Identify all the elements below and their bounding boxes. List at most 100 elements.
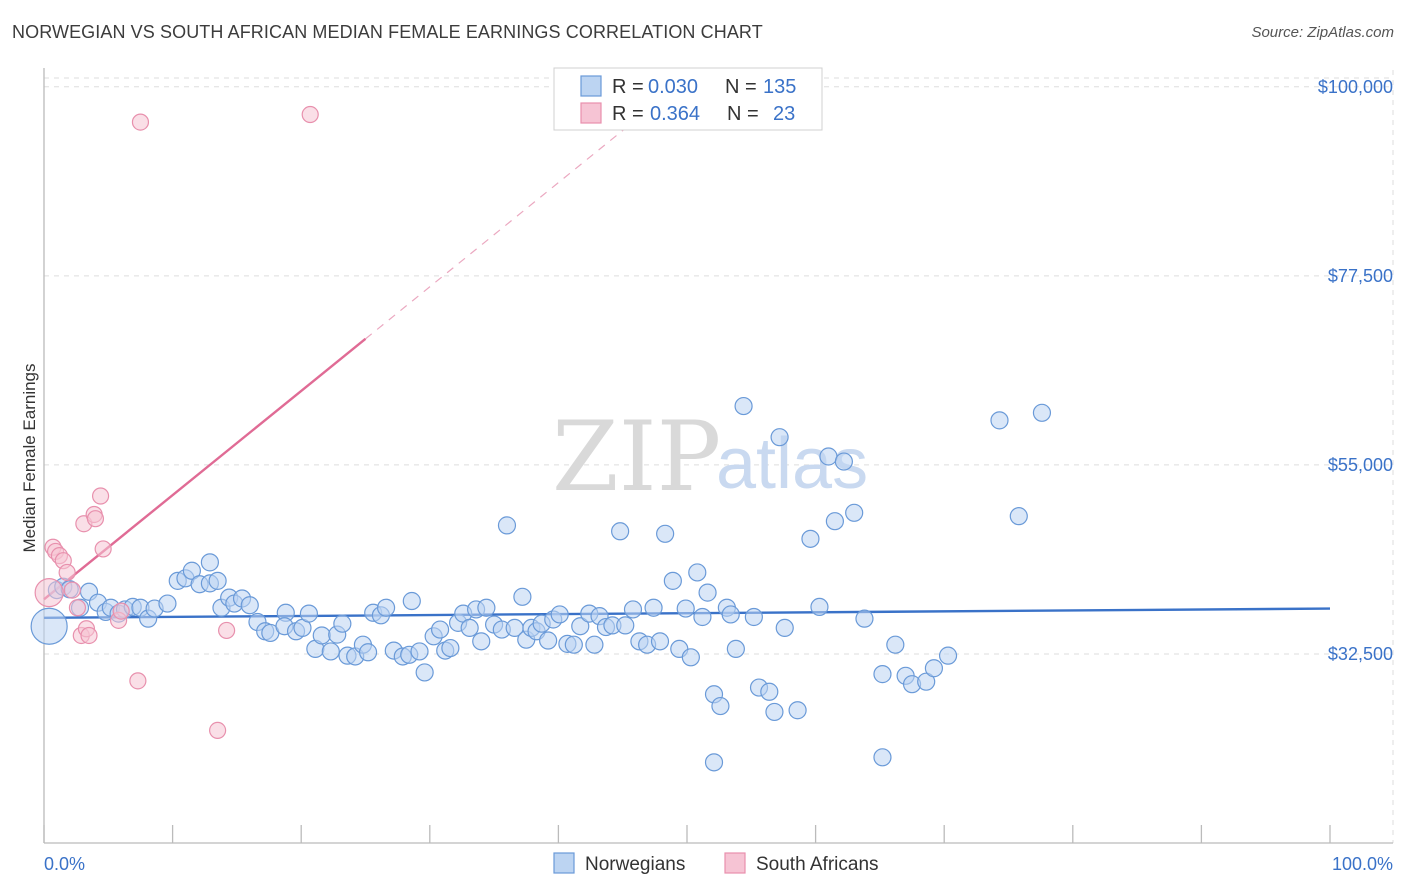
point-south-africans xyxy=(218,621,236,640)
legend-south-africans-r-label: R = xyxy=(612,103,644,125)
point-norwegians xyxy=(775,618,794,638)
point-norwegians xyxy=(698,583,717,602)
y-tick-label: $55,000 xyxy=(1328,455,1393,475)
point-norwegians xyxy=(855,609,874,628)
point-norwegians xyxy=(539,631,558,650)
point-norwegians xyxy=(681,648,700,667)
point-norwegians xyxy=(358,643,378,662)
point-south-africans xyxy=(86,510,105,528)
point-norwegians xyxy=(825,512,844,531)
point-norwegians xyxy=(726,639,745,659)
point-south-africans xyxy=(68,599,87,617)
point-norwegians xyxy=(770,428,789,447)
point-norwegians xyxy=(477,598,496,617)
point-norwegians xyxy=(158,594,177,613)
legend-norwegians-r-label: R = xyxy=(612,76,644,98)
y-axis-title: Median Female Earnings xyxy=(20,364,39,553)
trend-lines xyxy=(43,77,1331,620)
point-norwegians xyxy=(990,411,1009,430)
point-norwegians xyxy=(208,571,227,590)
point-norwegians xyxy=(676,599,695,618)
legend-swatch-south-africans xyxy=(580,102,602,124)
point-norwegians xyxy=(1009,507,1028,526)
point-norwegians xyxy=(760,682,779,701)
point-norwegians xyxy=(644,598,663,617)
point-south-africans xyxy=(112,602,130,620)
point-south-africans xyxy=(301,105,319,124)
point-norwegians xyxy=(415,663,434,682)
legend-norwegians-n-label: N = xyxy=(725,76,757,98)
point-norwegians xyxy=(845,503,864,522)
point-norwegians xyxy=(801,529,820,548)
point-norwegians xyxy=(765,702,784,722)
point-south-africans xyxy=(91,487,110,505)
point-norwegians xyxy=(721,605,740,624)
legend-south-africans-r-value: 0.364 xyxy=(650,103,700,125)
point-norwegians xyxy=(497,516,517,535)
bottom-legend-norwegians: Norwegians xyxy=(585,854,685,875)
point-norwegians xyxy=(460,618,479,638)
point-norwegians xyxy=(402,591,421,611)
point-norwegians xyxy=(938,646,958,665)
point-norwegians xyxy=(688,563,707,582)
point-norwegians xyxy=(704,753,724,772)
point-norwegians xyxy=(472,632,491,651)
point-norwegians xyxy=(1032,403,1052,422)
point-norwegians xyxy=(734,396,753,416)
trend-line-south-africans xyxy=(43,337,367,601)
legend-box: R = 0.030 N = 135 R = 0.364 N = 23 xyxy=(553,67,823,131)
point-norwegians xyxy=(873,748,892,767)
point-norwegians xyxy=(564,635,583,654)
point-norwegians xyxy=(376,598,396,617)
legend-swatch-norwegians xyxy=(580,75,602,97)
point-norwegians xyxy=(663,571,682,590)
point-norwegians xyxy=(650,632,670,651)
point-norwegians xyxy=(917,672,936,691)
point-south-africans xyxy=(209,721,227,740)
point-south-africans xyxy=(80,626,98,645)
point-norwegians xyxy=(656,524,675,543)
axes xyxy=(43,68,1393,844)
point-norwegians xyxy=(550,605,569,624)
point-norwegians xyxy=(693,607,712,627)
point-norwegians xyxy=(410,642,429,661)
point-south-africans xyxy=(34,578,64,608)
point-norwegians xyxy=(623,600,643,619)
point-norwegians xyxy=(30,607,68,645)
point-norwegians xyxy=(886,635,905,654)
point-norwegians xyxy=(924,659,944,678)
watermark: ZIP atlas xyxy=(552,401,868,513)
legend-norwegians-r-value: 0.030 xyxy=(648,76,698,98)
watermark-zip: ZIP xyxy=(552,401,721,513)
point-norwegians xyxy=(430,620,450,639)
point-norwegians xyxy=(810,597,829,616)
data-points xyxy=(30,105,1052,772)
point-norwegians xyxy=(200,553,219,572)
point-norwegians xyxy=(312,626,331,645)
point-norwegians xyxy=(611,522,630,541)
y-tick-label: $100,000 xyxy=(1318,77,1393,97)
source-label: Source: ZipAtlas.com xyxy=(1251,24,1394,41)
point-south-africans xyxy=(58,563,76,582)
point-south-africans xyxy=(129,672,147,690)
bottom-legend-south-africans: South Africans xyxy=(756,854,879,875)
point-norwegians xyxy=(333,614,352,633)
point-norwegians xyxy=(299,604,319,623)
point-norwegians xyxy=(788,701,807,720)
point-norwegians xyxy=(571,617,590,636)
legend-south-africans-n-value: 23 xyxy=(773,103,795,125)
point-south-africans xyxy=(94,540,112,558)
y-tick-label: $32,500 xyxy=(1328,644,1393,664)
point-norwegians xyxy=(873,665,892,684)
point-norwegians xyxy=(744,607,763,627)
point-norwegians xyxy=(585,635,604,654)
bottom-legend-swatch-norwegians xyxy=(553,852,575,874)
point-norwegians xyxy=(240,596,259,615)
point-south-africans xyxy=(131,113,150,131)
point-norwegians xyxy=(711,696,730,716)
point-norwegians xyxy=(182,561,201,580)
legend-south-africans-n-label: N = xyxy=(727,103,759,125)
point-norwegians xyxy=(321,642,340,661)
point-south-africans xyxy=(63,581,81,599)
